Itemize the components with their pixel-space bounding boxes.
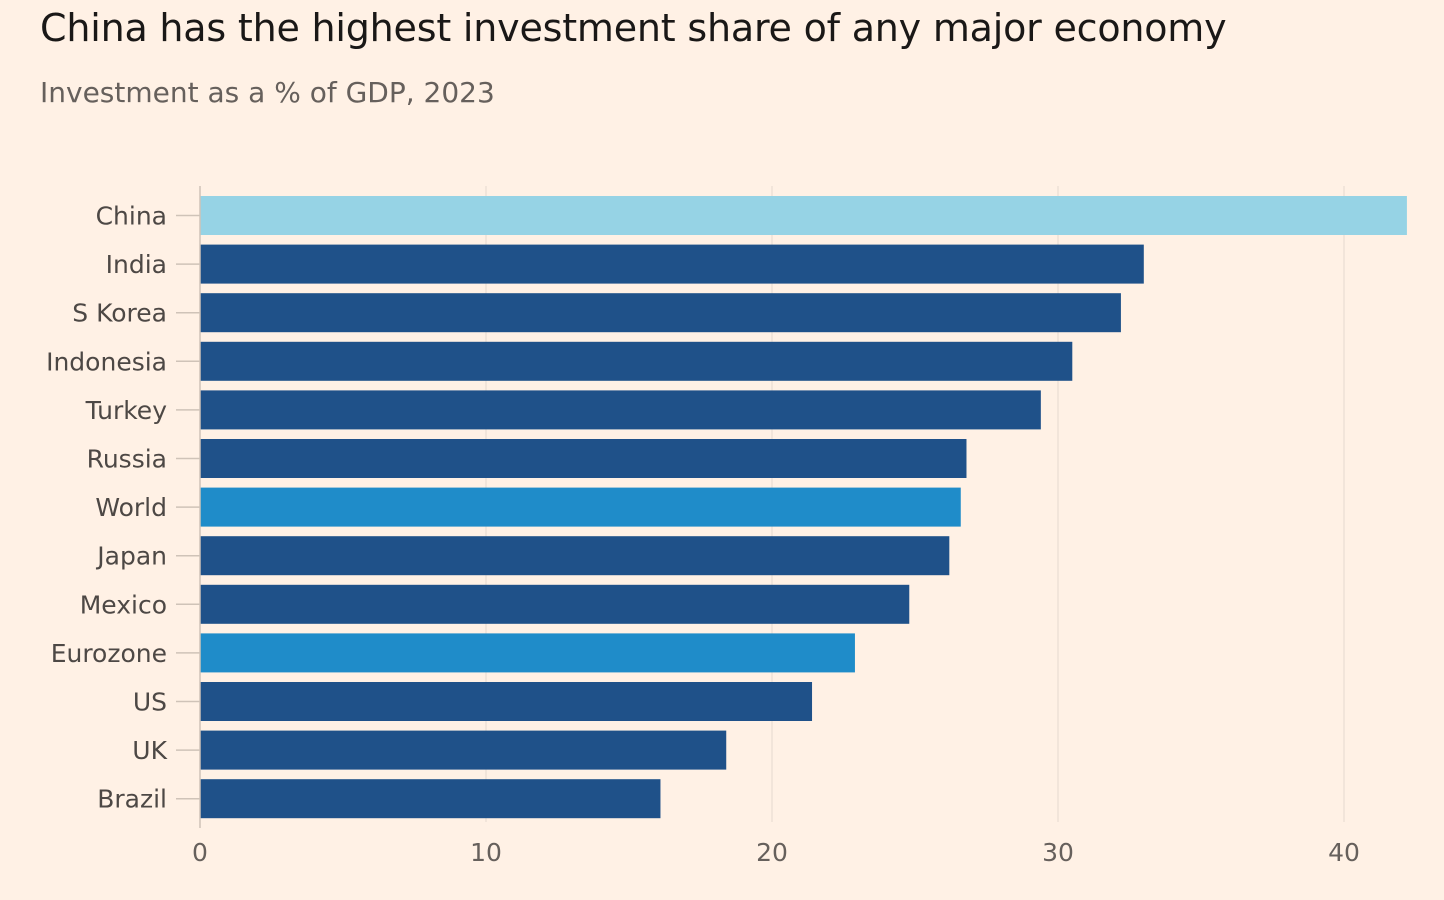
x-tick-label: 0: [192, 838, 208, 867]
bar-china: [200, 196, 1407, 235]
category-label: Eurozone: [51, 639, 167, 668]
bar-indonesia: [200, 341, 1073, 381]
bars: [200, 196, 1407, 819]
category-labels: China India S Korea Indonesia Turkey Russia Wo…: [46, 202, 200, 814]
bar-turkey: [200, 390, 1041, 430]
category-label: Russia: [87, 445, 167, 474]
category-label: Turkey: [85, 396, 168, 425]
bar-uk: [200, 730, 727, 770]
bar-world: [200, 487, 961, 527]
x-tick-label: 10: [470, 838, 502, 867]
category-label: S Korea: [72, 299, 167, 328]
chart-title: China has the highest investment share o…: [40, 6, 1227, 50]
category-label: UK: [132, 736, 167, 765]
bar-japan: [200, 536, 950, 576]
x-tick-label: 40: [1328, 838, 1360, 867]
bar-eurozone: [200, 633, 855, 673]
x-axis: 0 10 20 30 40: [192, 186, 1360, 867]
category-label: Mexico: [80, 590, 167, 619]
bar-brazil: [200, 779, 661, 819]
category-label: World: [95, 493, 167, 522]
x-tick-label: 30: [1042, 838, 1074, 867]
chart-subtitle: Investment as a % of GDP, 2023: [40, 76, 495, 109]
category-label: Brazil: [97, 785, 167, 814]
bar-russia: [200, 439, 967, 478]
bar-india: [200, 244, 1144, 284]
category-label: Indonesia: [46, 347, 167, 376]
category-label: China: [96, 202, 167, 231]
category-label: Japan: [95, 542, 167, 571]
category-label: US: [133, 688, 167, 717]
category-label: India: [106, 250, 167, 279]
x-tick-label: 20: [756, 838, 788, 867]
bar-mexico: [200, 584, 910, 624]
bar-s-korea: [200, 293, 1121, 333]
bar-us: [200, 682, 813, 721]
